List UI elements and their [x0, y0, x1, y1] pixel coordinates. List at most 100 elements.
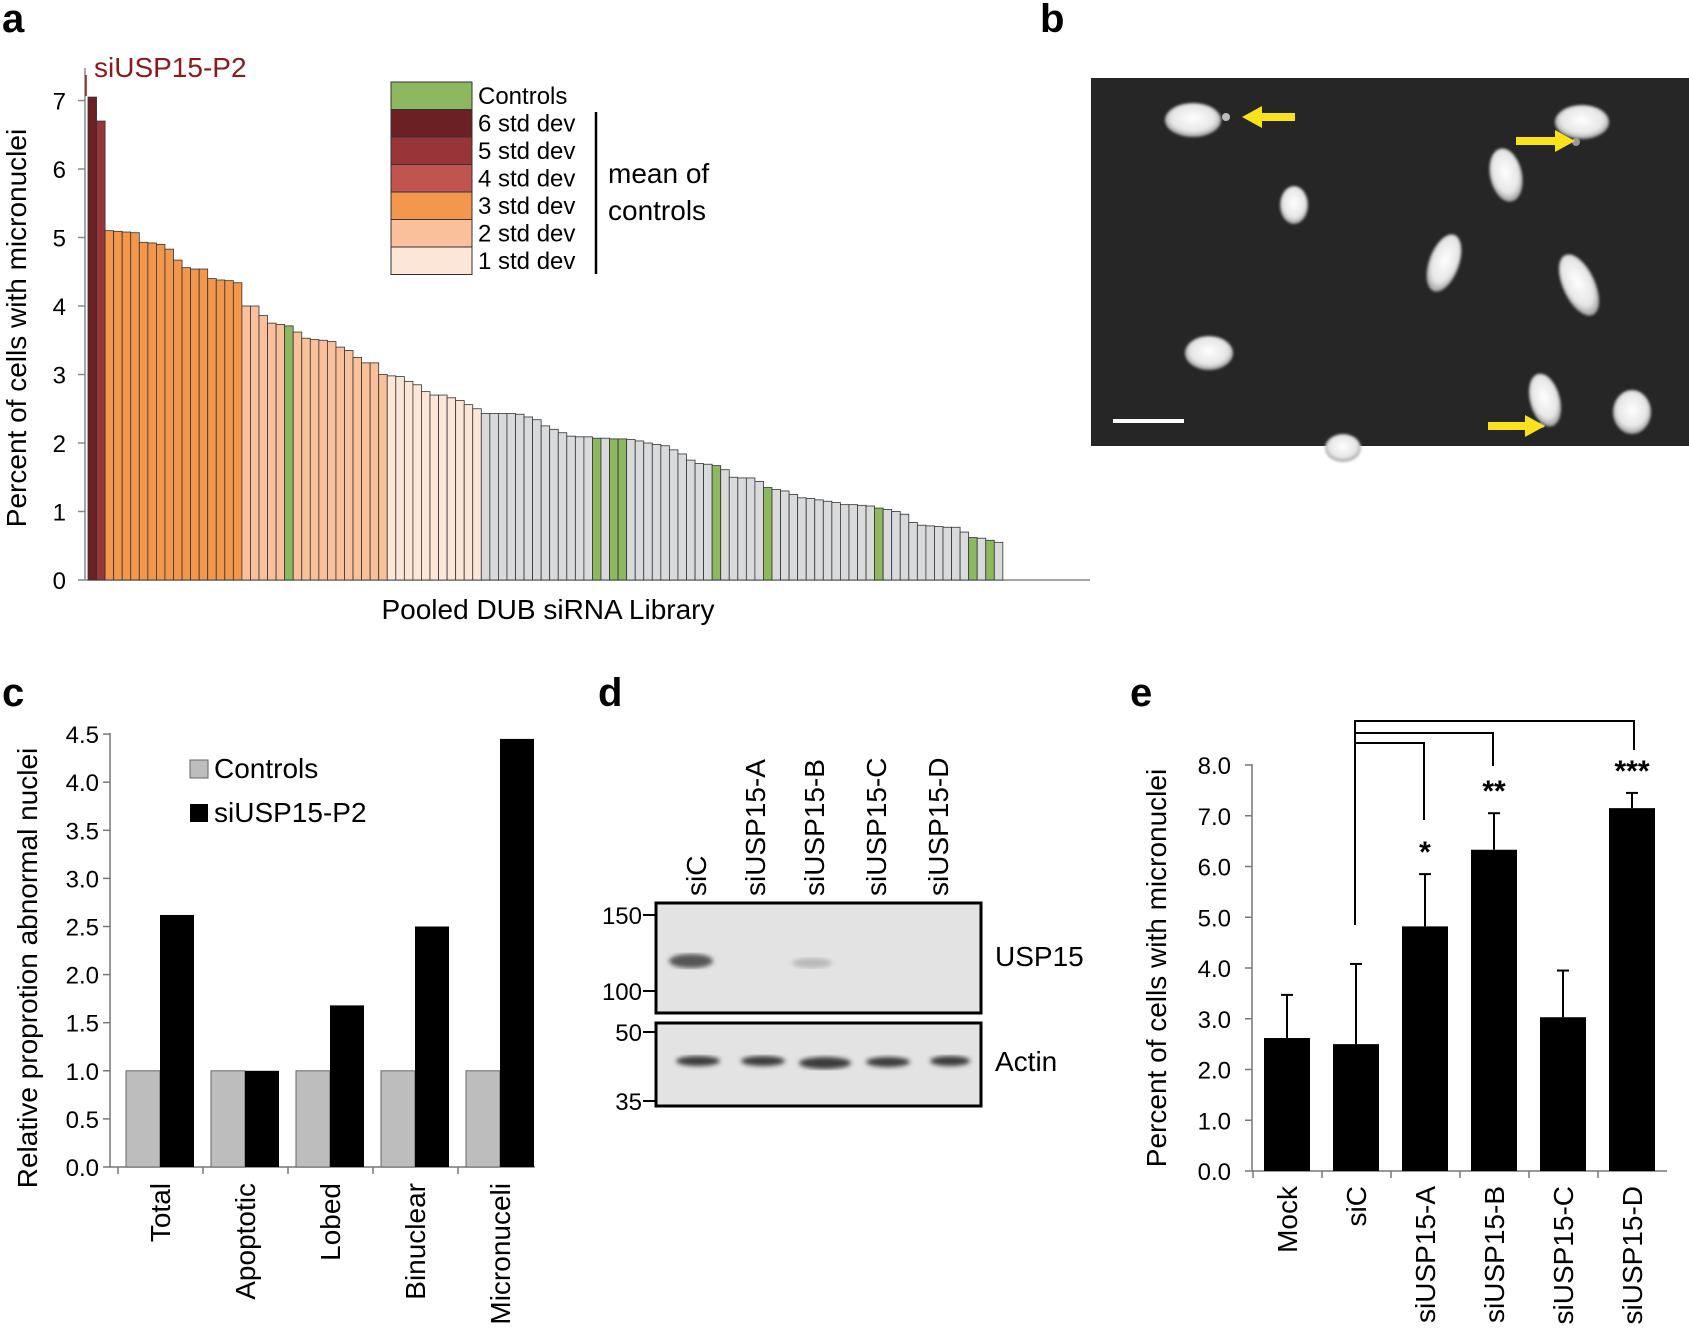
panel-a-x-label: Pooled DUB siRNA Library	[381, 594, 714, 625]
micronucleus	[1572, 138, 1580, 146]
panel-e-y-label: Percent of cells with micronuclei	[1141, 769, 1172, 1167]
y-tick-label: 0	[53, 568, 66, 595]
bar	[395, 376, 405, 581]
nucleus	[1528, 373, 1562, 427]
bar-siusp15	[160, 914, 194, 1167]
bar	[96, 120, 106, 581]
bar	[173, 259, 183, 581]
bar	[728, 476, 739, 581]
bar	[121, 231, 132, 581]
bar	[942, 526, 952, 581]
bar	[138, 241, 149, 581]
lane-label: siUSP15-B	[799, 759, 830, 896]
bar	[267, 322, 277, 581]
bar-controls	[210, 1070, 246, 1168]
bar	[677, 453, 687, 581]
bar	[258, 315, 268, 581]
bar	[840, 504, 850, 581]
category-label: Total	[145, 1183, 176, 1242]
bar-controls	[125, 1070, 161, 1168]
bar	[754, 480, 764, 581]
bar	[1471, 849, 1517, 1171]
y-tick-label: 1.0	[1198, 1108, 1231, 1135]
panel-a-annotation: siUSP15-P2	[94, 52, 247, 83]
bar	[814, 499, 824, 581]
legend-swatch	[390, 81, 473, 110]
bar	[198, 268, 209, 581]
bar	[250, 305, 260, 581]
bar	[660, 445, 670, 581]
panel-c-y-label: Relative proprotion abnormal nuclei	[12, 748, 43, 1188]
bar	[720, 469, 730, 581]
bar	[976, 537, 987, 581]
y-tick-label: 7	[53, 89, 66, 116]
marker-35: 35	[615, 1089, 642, 1116]
bar	[540, 425, 551, 581]
panel-letter-a: a	[2, 0, 25, 41]
bar	[489, 413, 499, 581]
nucleus	[1185, 336, 1233, 370]
bar	[780, 490, 790, 581]
bar	[891, 511, 901, 581]
actin-band	[741, 1056, 785, 1066]
nucleus	[1489, 148, 1523, 202]
bar	[651, 443, 662, 581]
bar	[993, 541, 1004, 581]
bar	[1333, 1044, 1379, 1171]
y-tick-label: 4.0	[66, 770, 99, 797]
category-label: siUSP15-C	[1548, 1186, 1579, 1324]
y-tick-label: 2.5	[66, 915, 99, 942]
bar	[1264, 1038, 1310, 1171]
bar	[549, 428, 559, 581]
category-label: siUSP15-A	[1410, 1186, 1441, 1323]
bar	[1609, 808, 1655, 1171]
western-blot: siC siUSP15-A siUSP15-B siUSP15-C siUSP15-D …	[602, 758, 1084, 1116]
legend-swatch	[390, 164, 473, 193]
bar	[344, 350, 354, 581]
bar	[130, 232, 140, 581]
bar	[609, 438, 619, 581]
bar	[104, 230, 115, 581]
bar	[583, 436, 593, 581]
y-tick-label: 6	[53, 157, 66, 184]
marker-50: 50	[615, 1020, 642, 1047]
micrograph-background	[1091, 78, 1689, 446]
bracket-sic-d	[1354, 720, 1635, 925]
actin-band	[930, 1056, 970, 1066]
bar	[737, 477, 747, 581]
significance-label: ***	[1614, 755, 1649, 788]
legend-label: Controls	[478, 83, 567, 110]
bar	[412, 384, 422, 581]
bar-siusp15	[500, 738, 534, 1167]
category-label: Mock	[1272, 1185, 1303, 1253]
bar	[617, 438, 628, 581]
bar	[805, 498, 816, 581]
legend-label: 5 std dev	[478, 138, 575, 165]
nucleus	[1613, 390, 1651, 434]
arrow-icon	[1516, 130, 1575, 152]
bar	[506, 413, 516, 581]
bar	[916, 524, 927, 581]
legend-note-line1: mean of	[608, 158, 709, 189]
bar	[925, 525, 935, 581]
bar	[515, 413, 525, 581]
bar	[113, 230, 123, 581]
panel-c-legend: Controls siUSP15-P2	[189, 753, 367, 828]
y-tick-label: 3.0	[1198, 1007, 1231, 1034]
bar	[711, 465, 722, 581]
bar	[523, 416, 533, 581]
y-tick-label: 5.0	[1198, 905, 1231, 932]
bar-siusp15	[245, 1070, 279, 1167]
panel-a-y-label: Percent of cells with micronuclei	[1, 129, 32, 527]
bar	[634, 440, 645, 581]
y-tick-label: 1.5	[66, 1011, 99, 1038]
bar	[822, 500, 833, 581]
bar	[446, 397, 457, 581]
bar	[361, 362, 371, 581]
bar	[224, 280, 234, 581]
bar	[429, 394, 439, 581]
significance-label: *	[1419, 836, 1431, 869]
legend-label-siusp15: siUSP15-P2	[214, 797, 367, 828]
bar-controls	[295, 1070, 331, 1168]
legend-swatch	[390, 219, 473, 248]
